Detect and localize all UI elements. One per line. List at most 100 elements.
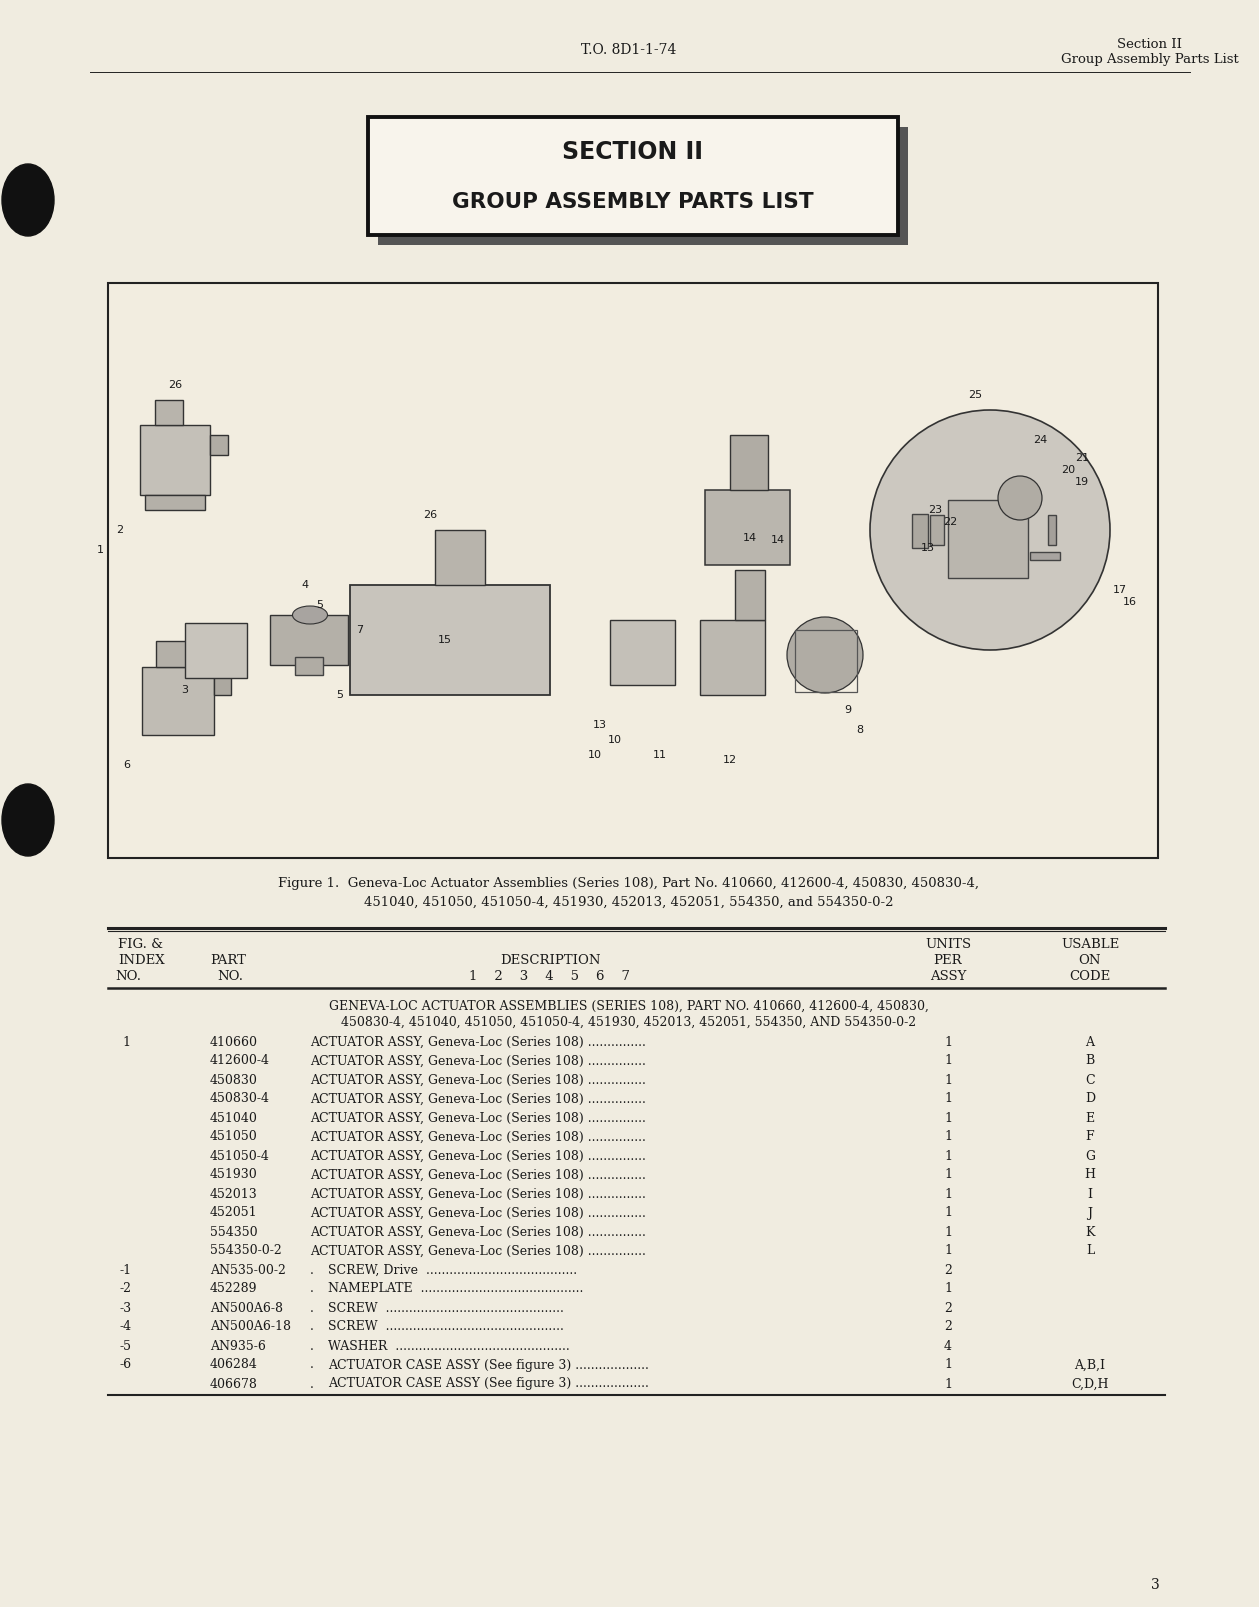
Bar <box>350 585 550 694</box>
Text: SCREW  ..............................................: SCREW ..................................… <box>329 1302 564 1315</box>
Text: 9: 9 <box>845 705 851 715</box>
Text: Group Assembly Parts List: Group Assembly Parts List <box>1061 53 1239 66</box>
Text: J: J <box>1088 1207 1093 1220</box>
Text: 10: 10 <box>588 750 602 760</box>
Text: 15: 15 <box>438 635 452 644</box>
Text: GENEVA-LOC ACTUATOR ASSEMBLIES (SERIES 108), PART NO. 410660, 412600-4, 450830,: GENEVA-LOC ACTUATOR ASSEMBLIES (SERIES 1… <box>329 1000 929 1012</box>
Text: NO.: NO. <box>115 969 141 982</box>
Text: 554350-0-2: 554350-0-2 <box>210 1244 282 1258</box>
Text: SCREW  ..............................................: SCREW ..................................… <box>329 1321 564 1334</box>
Text: T.O. 8D1-1-74: T.O. 8D1-1-74 <box>582 43 676 56</box>
Text: PART: PART <box>210 953 246 966</box>
Text: 26: 26 <box>423 509 437 521</box>
Text: 1: 1 <box>944 1282 952 1295</box>
Text: 4: 4 <box>301 580 308 590</box>
Text: CODE: CODE <box>1069 969 1110 982</box>
Bar <box>700 620 765 694</box>
Text: G: G <box>1085 1149 1095 1162</box>
Text: I: I <box>1088 1188 1093 1200</box>
Ellipse shape <box>3 784 54 857</box>
Text: 1: 1 <box>944 1226 952 1239</box>
Text: 3: 3 <box>181 685 189 694</box>
Text: PER: PER <box>934 953 962 966</box>
Text: .: . <box>310 1263 313 1276</box>
Text: -2: -2 <box>120 1282 132 1295</box>
Text: 1: 1 <box>944 1244 952 1258</box>
Text: K: K <box>1085 1226 1095 1239</box>
Text: USABLE: USABLE <box>1061 937 1119 950</box>
Text: WASHER  .............................................: WASHER .................................… <box>329 1340 570 1353</box>
Text: ACTUATOR ASSY, Geneva-Loc (Series 108) ...............: ACTUATOR ASSY, Geneva-Loc (Series 108) .… <box>310 1112 646 1125</box>
Bar <box>185 624 247 678</box>
Text: 1: 1 <box>944 1130 952 1144</box>
Text: FIG. &: FIG. & <box>118 937 162 950</box>
Text: ACTUATOR ASSY, Geneva-Loc (Series 108) ...............: ACTUATOR ASSY, Geneva-Loc (Series 108) .… <box>310 1073 646 1086</box>
Text: 14: 14 <box>771 535 786 545</box>
Text: AN935-6: AN935-6 <box>210 1340 266 1353</box>
Bar <box>948 500 1029 579</box>
Text: C: C <box>1085 1073 1095 1086</box>
Text: NO.: NO. <box>217 969 243 982</box>
Bar <box>912 514 928 548</box>
Text: 406678: 406678 <box>210 1377 258 1390</box>
Bar <box>794 630 857 693</box>
Text: 19: 19 <box>1075 477 1089 487</box>
Text: -4: -4 <box>120 1321 132 1334</box>
Ellipse shape <box>292 606 327 624</box>
Text: 4: 4 <box>944 1340 952 1353</box>
Text: 1: 1 <box>944 1093 952 1106</box>
Text: 450830-4: 450830-4 <box>210 1093 269 1106</box>
Text: AN500A6-18: AN500A6-18 <box>210 1321 291 1334</box>
Text: 14: 14 <box>743 534 757 543</box>
Bar <box>705 490 789 566</box>
Text: GROUP ASSEMBLY PARTS LIST: GROUP ASSEMBLY PARTS LIST <box>452 191 813 212</box>
Text: .: . <box>310 1282 313 1295</box>
Text: 451050: 451050 <box>210 1130 258 1144</box>
Text: 451050-4: 451050-4 <box>210 1149 269 1162</box>
Text: 10: 10 <box>608 734 622 746</box>
Text: .: . <box>310 1358 313 1371</box>
Text: ACTUATOR CASE ASSY (See figure 3) ...................: ACTUATOR CASE ASSY (See figure 3) ......… <box>329 1358 648 1371</box>
Text: -5: -5 <box>120 1340 132 1353</box>
Text: 3: 3 <box>1151 1578 1160 1593</box>
Bar <box>1047 514 1056 545</box>
Text: 452051: 452051 <box>210 1207 258 1220</box>
Text: Section II: Section II <box>1118 37 1182 50</box>
Text: ACTUATOR ASSY, Geneva-Loc (Series 108) ...............: ACTUATOR ASSY, Geneva-Loc (Series 108) .… <box>310 1188 646 1200</box>
Text: 12: 12 <box>723 755 737 765</box>
Text: AN500A6-8: AN500A6-8 <box>210 1302 283 1315</box>
Circle shape <box>870 410 1110 649</box>
Text: .: . <box>310 1302 313 1315</box>
Bar <box>155 400 183 424</box>
Bar <box>611 620 675 685</box>
Text: ACTUATOR ASSY, Geneva-Loc (Series 108) ...............: ACTUATOR ASSY, Geneva-Loc (Series 108) .… <box>310 1035 646 1048</box>
Text: UNITS: UNITS <box>925 937 971 950</box>
Text: INDEX: INDEX <box>118 953 165 966</box>
Text: -3: -3 <box>120 1302 132 1315</box>
Text: D: D <box>1085 1093 1095 1106</box>
Text: AN535-00-2: AN535-00-2 <box>210 1263 286 1276</box>
Text: NAMEPLATE  ..........................................: NAMEPLATE ..............................… <box>329 1282 583 1295</box>
Text: 17: 17 <box>1113 585 1127 595</box>
Text: 2: 2 <box>944 1263 952 1276</box>
Text: .: . <box>310 1340 313 1353</box>
Text: 412600-4: 412600-4 <box>210 1054 269 1067</box>
Text: 23: 23 <box>928 505 942 514</box>
Text: 410660: 410660 <box>210 1035 258 1048</box>
Text: ON: ON <box>1079 953 1102 966</box>
Text: 5: 5 <box>336 689 344 701</box>
Text: 1: 1 <box>944 1188 952 1200</box>
Text: 1: 1 <box>944 1035 952 1048</box>
Text: 24: 24 <box>1032 435 1047 445</box>
Text: F: F <box>1085 1130 1094 1144</box>
Bar <box>214 677 230 694</box>
Bar <box>269 615 347 665</box>
Text: SECTION II: SECTION II <box>563 140 704 164</box>
Text: 452289: 452289 <box>210 1282 258 1295</box>
Text: .: . <box>310 1321 313 1334</box>
Text: 1: 1 <box>944 1168 952 1181</box>
Bar <box>210 435 228 455</box>
Text: B: B <box>1085 1054 1094 1067</box>
Circle shape <box>787 617 862 693</box>
Text: 450830-4, 451040, 451050, 451050-4, 451930, 452013, 452051, 554350, AND 554350-0: 450830-4, 451040, 451050, 451050-4, 4519… <box>341 1016 917 1028</box>
